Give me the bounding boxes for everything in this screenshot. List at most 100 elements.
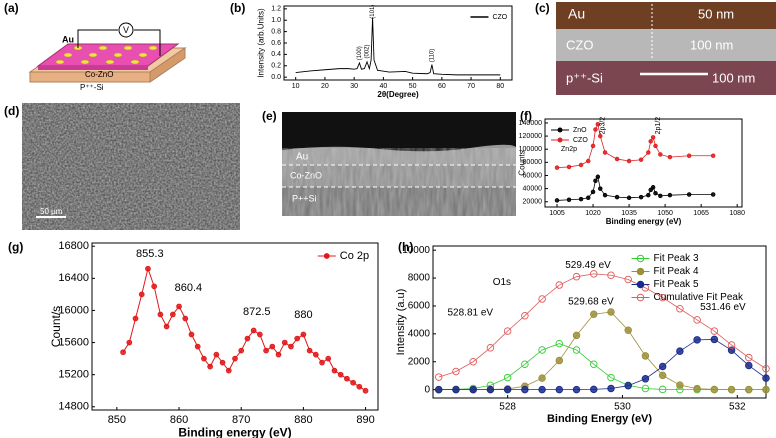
y-tick-label: 0.2 (271, 63, 281, 70)
chart: 528 530 532 0 2000 4000 6000 8000 10000 Binding E… (395, 245, 770, 425)
data-point (469, 357, 477, 366)
x-tick-label: 80 (496, 83, 504, 90)
legend-marker (636, 280, 645, 289)
x-tick-label: 528 (499, 402, 516, 413)
data-point (132, 315, 139, 322)
data-point (288, 343, 294, 350)
data-point (693, 384, 701, 393)
data-point (572, 385, 581, 394)
y-axis-label: Counts (518, 150, 527, 175)
data-point (667, 192, 673, 198)
y-tick-label: 0.8 (271, 28, 281, 35)
data-point (188, 331, 195, 338)
series-line (295, 17, 501, 76)
data-point (624, 275, 632, 284)
data-point (555, 356, 564, 365)
data-point (503, 327, 512, 335)
data-point (572, 272, 581, 281)
data-point (538, 346, 546, 354)
data-point (585, 195, 591, 201)
panel-labels: (a) (b) (c) (d) (e) (f) (g) (h) (4, 1, 550, 254)
data-point (646, 150, 651, 155)
x-tick-label: 1005 (549, 210, 565, 217)
annotation: 528.81 eV (448, 308, 494, 319)
data-point (257, 331, 263, 338)
data-point (294, 335, 301, 342)
x-axis-label: Binding energy (eV) (178, 425, 291, 438)
data-point (213, 351, 220, 358)
x-tick-label: 850 (108, 414, 126, 426)
legend-marker (636, 267, 645, 276)
panel-label: (f) (520, 109, 532, 123)
film-edge (38, 66, 148, 70)
panel-label: (e) (262, 109, 277, 123)
y-tick-label: 1.2 (271, 6, 281, 13)
data-point (686, 192, 692, 197)
data-point (194, 343, 201, 350)
y-tick-label: 0.6 (271, 40, 281, 47)
data-point (344, 375, 350, 382)
plot-frame (91, 242, 379, 411)
layer-label: Au (568, 6, 585, 22)
y-tick-label: 15200 (58, 369, 89, 381)
annotation: 872.5 (243, 306, 271, 318)
data-point (337, 371, 344, 378)
data-point (727, 341, 736, 349)
data-point (554, 165, 560, 170)
data-point (469, 385, 477, 394)
data-point (593, 127, 598, 132)
x-tick-label: 20 (321, 83, 329, 90)
data-point (658, 193, 663, 199)
data-point (676, 305, 684, 313)
data-point (219, 359, 226, 366)
annotation: (002) (365, 45, 371, 59)
panel-e: Au Co-ZnO P++Si (282, 112, 516, 216)
data-point (325, 355, 332, 362)
layer-czo (556, 29, 776, 61)
data-point (676, 347, 684, 355)
x-tick-label: 30 (350, 83, 358, 90)
legend-label: CZO (573, 137, 588, 144)
series-line (122, 266, 366, 392)
series-line (438, 339, 767, 391)
x-axis-label: Binding Energy (eV) (547, 413, 652, 425)
legend-marker (557, 137, 563, 143)
chart: 850 860 870 880 890 14800 15200 15600 16000 16400… (49, 240, 379, 438)
y-tick-label: 40000 (523, 185, 543, 192)
data-point (590, 189, 596, 195)
data-point (312, 351, 319, 358)
y-tick-label: 100000 (519, 146, 542, 153)
y-tick-label: 14800 (58, 401, 89, 413)
data-point (521, 311, 529, 320)
data-point (572, 331, 581, 340)
data-point (126, 339, 133, 346)
chart: 1005 1020 1035 1050 1065 1080 20000 40000 60000 8… (518, 117, 745, 226)
data-point (182, 315, 189, 322)
data-point (590, 385, 598, 394)
annotation: 529.49 eV (565, 260, 611, 271)
data-point (641, 384, 650, 393)
data-point (300, 331, 307, 338)
data-point (590, 360, 598, 368)
data-point (238, 347, 245, 354)
plot-frame (544, 118, 743, 208)
y-tick-label: 60000 (523, 172, 543, 179)
y-tick-label: 4000 (408, 328, 431, 339)
data-point (120, 349, 126, 356)
y-tick-label: 16000 (58, 304, 89, 316)
y-tick-label: 140000 (519, 120, 542, 127)
data-point (650, 185, 656, 190)
data-point (145, 265, 151, 272)
data-point (667, 154, 673, 160)
x-tick-label: 1035 (621, 210, 637, 217)
legend-label: ZnO (573, 127, 587, 134)
y-tick-label: 1.0 (271, 17, 281, 24)
data-point (745, 385, 753, 394)
data-point (201, 355, 207, 362)
data-point (762, 364, 770, 373)
x-tick-label: 870 (232, 414, 250, 426)
data-point (710, 385, 719, 394)
data-point (590, 310, 598, 319)
data-point (486, 344, 495, 352)
data-point (590, 270, 598, 278)
